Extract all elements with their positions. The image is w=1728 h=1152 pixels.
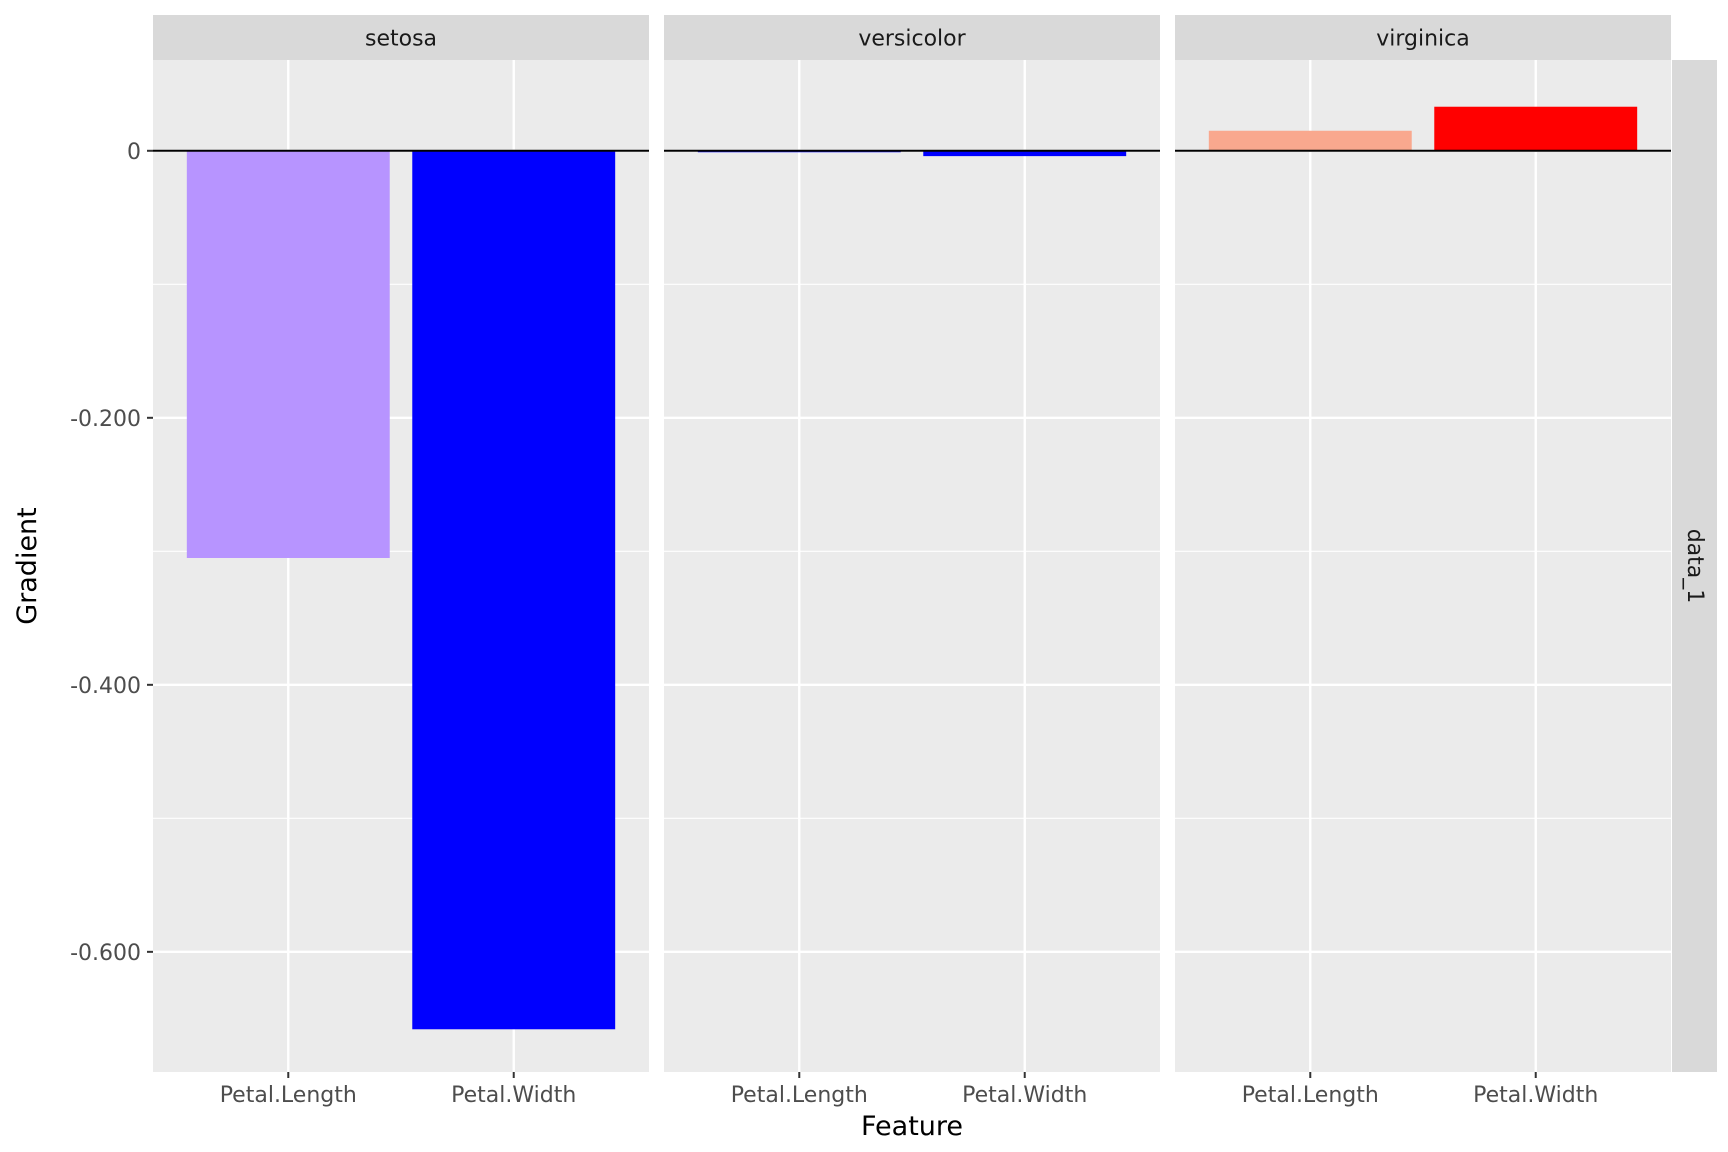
facet-strip-label: setosa <box>365 27 437 52</box>
x-tick-label: Petal.Length <box>220 1083 357 1108</box>
facet-panels: setosa Petal.Length Petal.Width versicolor P… <box>153 15 1671 1108</box>
x-tick-label: Petal.Width <box>962 1083 1087 1108</box>
x-tick-label: Petal.Width <box>1473 1083 1598 1108</box>
y-tick-label: -0.400 <box>70 674 141 699</box>
row-strip-label: data_1 <box>1682 529 1707 604</box>
facet-strip <box>664 15 1160 60</box>
x-axis-title: Feature <box>861 1111 963 1142</box>
bar-setosa-Petal.Length <box>186 150 390 558</box>
bar-virginica-Petal.Length <box>1208 130 1412 151</box>
y-axis-title: Gradient <box>12 507 43 625</box>
y-tick-label: -0.600 <box>70 941 141 966</box>
facet-strip <box>1175 15 1671 60</box>
row-facet-strip: data_1 <box>1672 60 1717 1072</box>
bar-setosa-Petal.Width <box>412 150 616 1030</box>
x-tick-label: Petal.Length <box>1242 1083 1379 1108</box>
x-tick-label: Petal.Width <box>451 1083 576 1108</box>
facet-panel-setosa: setosa Petal.Length Petal.Width <box>153 15 649 1108</box>
y-axis: 0 -0.200 -0.400 -0.600 <box>70 140 153 966</box>
facet-panel-versicolor: versicolor Petal.Length Petal.Width <box>664 15 1160 1108</box>
y-tick-label: 0 <box>127 140 141 165</box>
facet-panel-virginica: virginica Petal.Length Petal.Width <box>1175 15 1671 1108</box>
x-tick-label: Petal.Length <box>731 1083 868 1108</box>
bar-versicolor-Petal.Width <box>923 150 1127 157</box>
y-tick-label: -0.200 <box>70 407 141 432</box>
facet-strip <box>153 15 649 60</box>
facet-strip-label: virginica <box>1376 27 1470 52</box>
panel-background <box>1175 60 1671 1072</box>
bar-virginica-Petal.Width <box>1434 106 1638 151</box>
row-strip-background <box>1672 60 1717 1072</box>
panel-background <box>664 60 1160 1072</box>
facet-strip-label: versicolor <box>858 27 966 52</box>
